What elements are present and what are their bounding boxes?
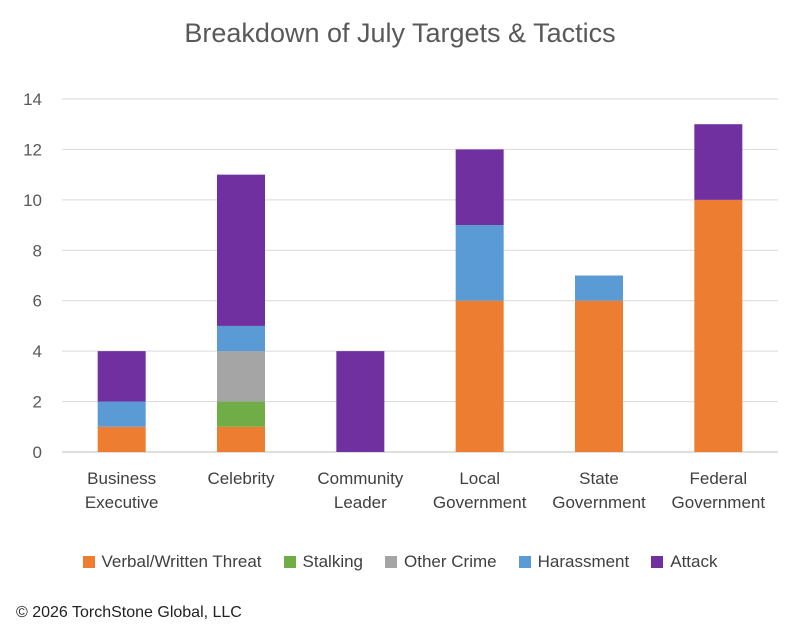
legend-label: Verbal/Written Threat xyxy=(101,552,262,571)
bar-segment xyxy=(217,426,265,452)
copyright-notice: © 2026 TorchStone Global, LLC xyxy=(16,604,242,621)
chart-title: Breakdown of July Targets & Tactics xyxy=(184,18,616,48)
y-tick-label: 8 xyxy=(33,241,42,260)
legend-label: Attack xyxy=(670,552,718,571)
x-category-label: Federal Government xyxy=(672,469,766,512)
legend: Verbal/Written Threat Stalking Other Crime… xyxy=(0,552,800,572)
bar-segment xyxy=(575,300,623,452)
y-tick-label: 14 xyxy=(23,90,42,109)
x-category-label: Local Government xyxy=(433,469,527,512)
bar-segment xyxy=(217,351,265,402)
legend-item: Stalking xyxy=(283,552,364,572)
bar-segment xyxy=(217,325,265,352)
legend-label: Other Crime xyxy=(404,552,497,571)
legend-item: Harassment xyxy=(518,552,630,572)
x-category-label: Celebrity xyxy=(207,469,275,488)
y-tick-label: 12 xyxy=(23,140,42,159)
bar-segment xyxy=(455,300,504,452)
legend-swatch xyxy=(82,556,95,568)
bar-segment xyxy=(217,401,265,427)
bar-segment xyxy=(455,225,504,301)
legend-swatch xyxy=(283,556,296,568)
y-tick-label: 10 xyxy=(23,191,42,210)
legend-label: Stalking xyxy=(302,552,364,571)
bar-segment xyxy=(97,401,146,427)
x-category-label: Community Leader xyxy=(317,469,403,512)
legend-swatch xyxy=(651,556,664,568)
bar-segment xyxy=(97,351,146,402)
y-tick-label: 2 xyxy=(33,393,42,412)
y-tick-label: 4 xyxy=(33,342,42,361)
legend-label: Harassment xyxy=(537,552,630,571)
bar-segment xyxy=(336,351,385,452)
bar-segment xyxy=(694,124,743,200)
legend-swatch xyxy=(385,556,398,568)
x-category-label: State Government xyxy=(552,469,646,512)
x-category-label: Business Executive xyxy=(85,469,159,512)
bar-segment xyxy=(694,199,743,452)
legend-item: Other Crime xyxy=(385,552,497,572)
legend-item: Attack xyxy=(651,552,717,572)
y-tick-label: 6 xyxy=(33,292,42,311)
y-tick-label: 0 xyxy=(33,443,42,462)
bar-segment xyxy=(97,426,146,452)
bar-segment xyxy=(575,275,623,301)
bar-segment xyxy=(217,174,265,326)
bar-segment xyxy=(455,149,504,226)
legend-swatch xyxy=(518,556,531,568)
legend-item: Verbal/Written Threat xyxy=(82,552,262,572)
